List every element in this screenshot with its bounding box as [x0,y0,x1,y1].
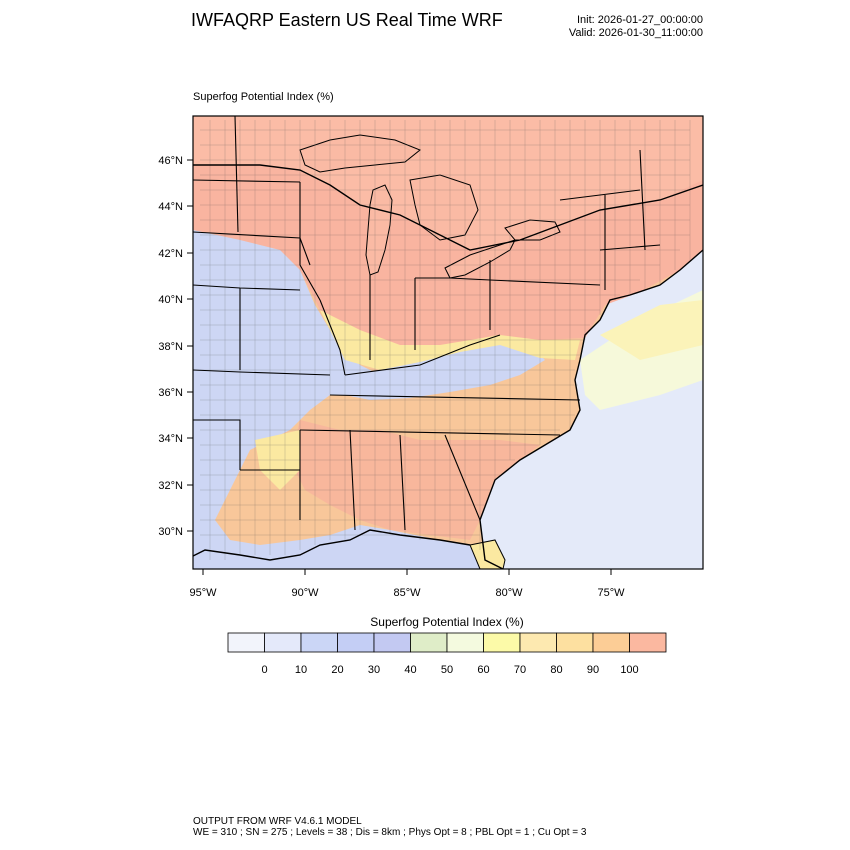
lat-tick-label: 44°N [158,201,183,213]
colorbar-swatch [483,632,521,653]
colorbar-swatch [592,632,630,653]
colorbar-tick-label: 30 [368,664,380,676]
colorbar-swatch [446,632,484,653]
colorbar-tick-label: 20 [331,664,343,676]
init-time-label: Init: 2026-01-27_00:00:00 [577,14,703,26]
southeast-salmon-region [290,420,540,540]
atlantic-yellow-band [600,300,703,360]
lon-tick-label: 80°W [495,587,523,599]
lat-tick-label: 46°N [158,155,183,167]
lat-tick-label: 42°N [158,248,183,260]
lat-tick-label: 36°N [158,387,183,399]
longitude-axis: 95°W 90°W 85°W 80°W 75°W [189,569,625,599]
colorbar-swatch [410,632,448,653]
colorbar-swatch [556,632,594,653]
footer-config-line: WE = 310 ; SN = 275 ; Levels = 38 ; Dis … [193,827,587,838]
colorbar-tick-label: 80 [550,664,562,676]
panel-title: Superfog Potential Index (%) [193,91,334,103]
coastline [193,164,703,569]
lat-tick-label: 32°N [158,480,183,492]
colorbar-tick-label: 70 [514,664,526,676]
map-plot [193,116,703,569]
colorbar-swatch [373,632,411,653]
colorbar-tick-label: 100 [620,664,638,676]
gulf-coast-blue-strip [193,520,485,569]
west-blue-region [193,230,400,520]
valid-time-label: Valid: 2026-01-30_11:00:00 [568,27,703,39]
colorbar-tick-label: 50 [441,664,453,676]
state-boundaries [193,116,661,531]
map-frame [192,115,704,570]
colorbar-tick-label: 0 [261,664,267,676]
colorbar-swatch [227,632,265,653]
lat-tick-label: 38°N [158,341,183,353]
colorbar-swatch [519,632,557,653]
latitude-axis: 46°N 44°N 42°N 40°N 38°N 36°N 34°N 32°N 30°N [158,155,193,538]
colorbar: 0 10 20 30 40 50 60 70 80 90 100 [227,632,667,676]
colorbar-swatch [264,632,302,653]
lat-tick-label: 30°N [158,526,183,538]
lon-tick-label: 85°W [393,587,421,599]
colorbar-title: Superfog Potential Index (%) [370,615,524,629]
lon-tick-label: 95°W [189,587,217,599]
colorbar-tick-label: 10 [295,664,307,676]
lat-tick-label: 34°N [158,433,183,445]
colorbar-swatch [300,632,338,653]
lon-tick-label: 75°W [597,587,625,599]
lon-tick-label: 90°W [291,587,319,599]
county-boundaries [200,120,691,560]
lat-tick-label: 40°N [158,294,183,306]
florida-region [469,539,506,569]
colorbar-swatch [629,632,667,653]
colorbar-tick-label: 60 [477,664,489,676]
colorbar-tick-label: 40 [404,664,416,676]
page-title: IWFAQRP Eastern US Real Time WRF [191,10,503,30]
footer-model-line: OUTPUT FROM WRF V4.6.1 MODEL [193,816,362,827]
colorbar-swatch [337,632,375,653]
colorbar-tick-label: 90 [587,664,599,676]
